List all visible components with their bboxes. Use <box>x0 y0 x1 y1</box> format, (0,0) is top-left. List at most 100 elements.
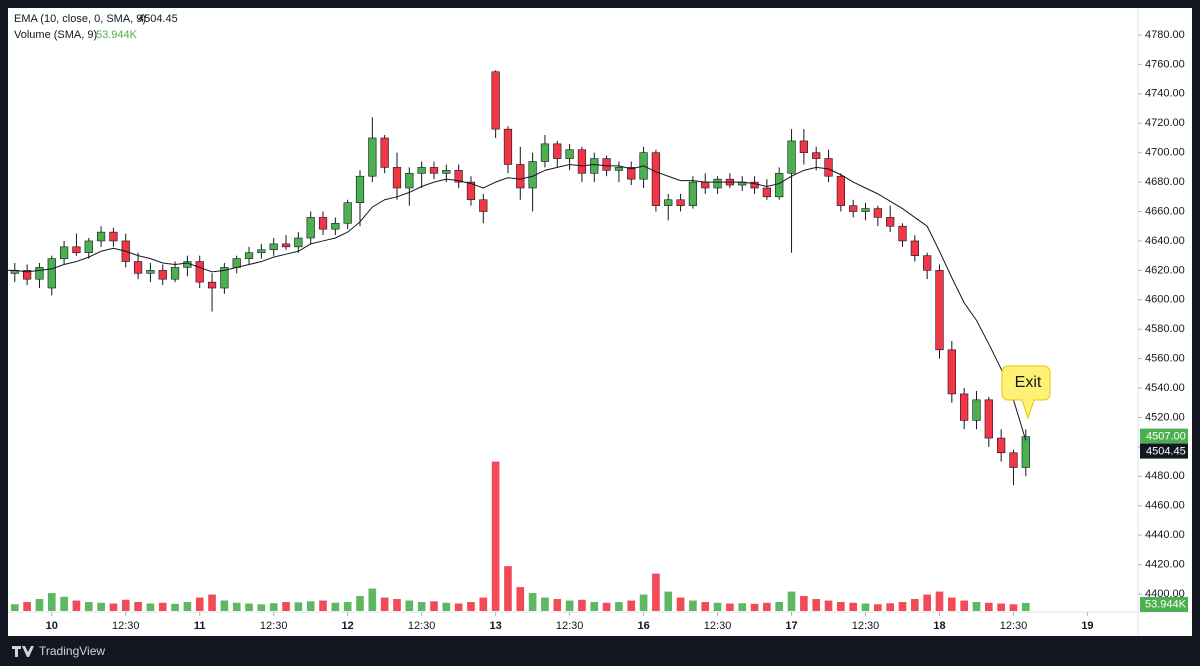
volume-bar <box>615 602 623 611</box>
volume-bar <box>84 602 93 611</box>
candle-body <box>466 181 476 201</box>
volume-bar <box>935 591 944 611</box>
x-tick-label: 17 <box>785 620 797 632</box>
volume-bar <box>356 596 364 611</box>
candle-body <box>281 243 291 248</box>
candle-body <box>232 258 241 268</box>
volume-bar <box>541 597 549 611</box>
volume-bar <box>800 596 808 611</box>
volume-last-box <box>1140 596 1188 612</box>
volume-bar <box>479 597 488 611</box>
ema-last-label: 4504.45 <box>1146 446 1186 458</box>
annotation-bubble <box>1001 365 1051 420</box>
x-tick-label: 12:30 <box>112 620 140 632</box>
y-tick-label: 4600.00 <box>1145 294 1185 306</box>
candle-body <box>614 167 624 171</box>
candle-body <box>96 231 106 242</box>
candle-body <box>898 225 907 242</box>
volume-bar <box>121 599 130 611</box>
x-tick-label: 12:30 <box>852 620 880 632</box>
candle-body <box>984 399 993 439</box>
volume-bar <box>516 587 525 611</box>
volume-bar <box>664 591 673 611</box>
candle-body <box>960 393 969 421</box>
candle-body <box>133 261 143 274</box>
volume-bar <box>676 597 685 611</box>
candle-body <box>146 270 155 274</box>
volume-bar <box>158 602 167 611</box>
candle-body <box>195 261 204 283</box>
candle-body <box>405 172 414 189</box>
volume-bar <box>343 602 352 611</box>
candle-body <box>331 222 340 230</box>
volume-bar <box>837 602 845 611</box>
y-tick-label: 4560.00 <box>1145 353 1185 365</box>
chart-background <box>8 8 1192 636</box>
volume-bar <box>195 597 204 611</box>
volume-bar <box>824 600 833 611</box>
candle-body <box>84 240 93 254</box>
volume-bar <box>245 603 253 611</box>
candle-body <box>1009 452 1018 468</box>
x-tick-label: 12:30 <box>408 620 436 632</box>
candle-body <box>775 172 784 198</box>
candle-body <box>294 237 303 248</box>
candle-body <box>22 270 32 280</box>
y-tick-label: 4620.00 <box>1145 264 1185 276</box>
volume-bar <box>417 602 426 611</box>
candle-body <box>306 217 315 239</box>
last-price-label: 4507.00 <box>1146 431 1186 443</box>
volume-bar <box>627 600 636 611</box>
last-price-box <box>1140 428 1188 444</box>
volume-bar <box>602 602 611 611</box>
indicator-value: 4504.45 <box>138 13 178 25</box>
candle-body <box>220 267 229 289</box>
y-tick-label: 4720.00 <box>1145 117 1185 129</box>
candle-body <box>380 137 389 168</box>
x-tick-label: 18 <box>933 620 945 632</box>
volume-bar <box>380 597 389 611</box>
candle-body <box>355 175 365 204</box>
volume-bar <box>0 604 6 611</box>
candle-body <box>676 199 685 206</box>
x-tick-label: 16 <box>637 620 649 632</box>
x-tick-label: 10 <box>46 620 58 632</box>
candle-body <box>244 252 254 259</box>
x-tick-label: 13 <box>490 620 502 632</box>
candle-body <box>417 167 426 174</box>
volume-bar <box>282 602 290 611</box>
candle-body <box>565 149 574 159</box>
volume-bar <box>393 599 401 611</box>
y-tick-label: 4400.00 <box>1145 588 1185 600</box>
volume-bar <box>23 602 31 611</box>
volume-bar <box>812 599 821 611</box>
candle-body <box>540 143 550 162</box>
volume-bar <box>491 461 500 611</box>
candle-body <box>343 202 352 224</box>
ema-last-box <box>1140 443 1188 459</box>
volume-bar <box>787 591 796 611</box>
volume-bar <box>504 566 512 611</box>
volume-bar <box>972 602 981 611</box>
x-tick-label: 12:30 <box>704 620 732 632</box>
volume-bar <box>874 604 882 611</box>
volume-bar <box>60 596 68 611</box>
y-tick-label: 4640.00 <box>1145 235 1185 247</box>
candle-body <box>442 170 451 174</box>
candle-body <box>577 149 587 174</box>
candle-body <box>910 240 919 256</box>
ema-line <box>8 163 1027 441</box>
candle-body <box>318 217 328 230</box>
volume-bar <box>306 601 315 611</box>
volume-bar <box>849 602 858 611</box>
y-tick-label: 4760.00 <box>1145 58 1185 70</box>
volume-bar <box>689 600 697 611</box>
y-tick-label: 4780.00 <box>1145 29 1185 41</box>
candle-body <box>799 140 808 153</box>
candle-body <box>935 270 944 351</box>
volume-bar <box>171 603 179 611</box>
candle-body <box>158 270 167 280</box>
volume-bar <box>10 604 19 611</box>
y-tick-label: 4440.00 <box>1145 529 1185 541</box>
